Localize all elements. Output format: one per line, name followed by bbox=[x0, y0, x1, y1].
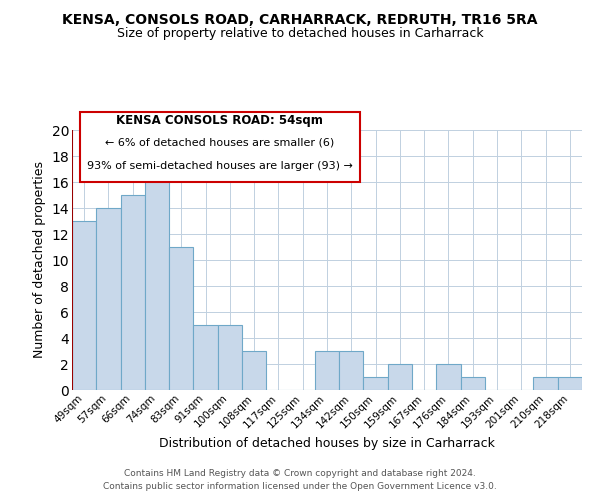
Bar bbox=[145, 169, 169, 390]
Text: Contains public sector information licensed under the Open Government Licence v3: Contains public sector information licen… bbox=[103, 482, 497, 491]
Bar bbox=[388, 364, 412, 390]
Bar bbox=[121, 195, 145, 390]
X-axis label: Distribution of detached houses by size in Carharrack: Distribution of detached houses by size … bbox=[159, 436, 495, 450]
Y-axis label: Number of detached properties: Number of detached properties bbox=[33, 162, 46, 358]
Bar bbox=[558, 377, 582, 390]
Bar bbox=[96, 208, 121, 390]
Bar bbox=[242, 351, 266, 390]
FancyBboxPatch shape bbox=[80, 112, 360, 182]
Text: KENSA, CONSOLS ROAD, CARHARRACK, REDRUTH, TR16 5RA: KENSA, CONSOLS ROAD, CARHARRACK, REDRUTH… bbox=[62, 12, 538, 26]
Bar bbox=[533, 377, 558, 390]
Bar bbox=[339, 351, 364, 390]
Bar bbox=[461, 377, 485, 390]
Bar bbox=[169, 247, 193, 390]
Text: Size of property relative to detached houses in Carharrack: Size of property relative to detached ho… bbox=[116, 28, 484, 40]
Text: KENSA CONSOLS ROAD: 54sqm: KENSA CONSOLS ROAD: 54sqm bbox=[116, 114, 323, 128]
Bar bbox=[218, 325, 242, 390]
Bar bbox=[364, 377, 388, 390]
Text: 93% of semi-detached houses are larger (93) →: 93% of semi-detached houses are larger (… bbox=[87, 161, 353, 171]
Bar bbox=[72, 221, 96, 390]
Bar bbox=[315, 351, 339, 390]
Bar bbox=[193, 325, 218, 390]
Text: ← 6% of detached houses are smaller (6): ← 6% of detached houses are smaller (6) bbox=[105, 138, 335, 148]
Text: Contains HM Land Registry data © Crown copyright and database right 2024.: Contains HM Land Registry data © Crown c… bbox=[124, 468, 476, 477]
Bar bbox=[436, 364, 461, 390]
